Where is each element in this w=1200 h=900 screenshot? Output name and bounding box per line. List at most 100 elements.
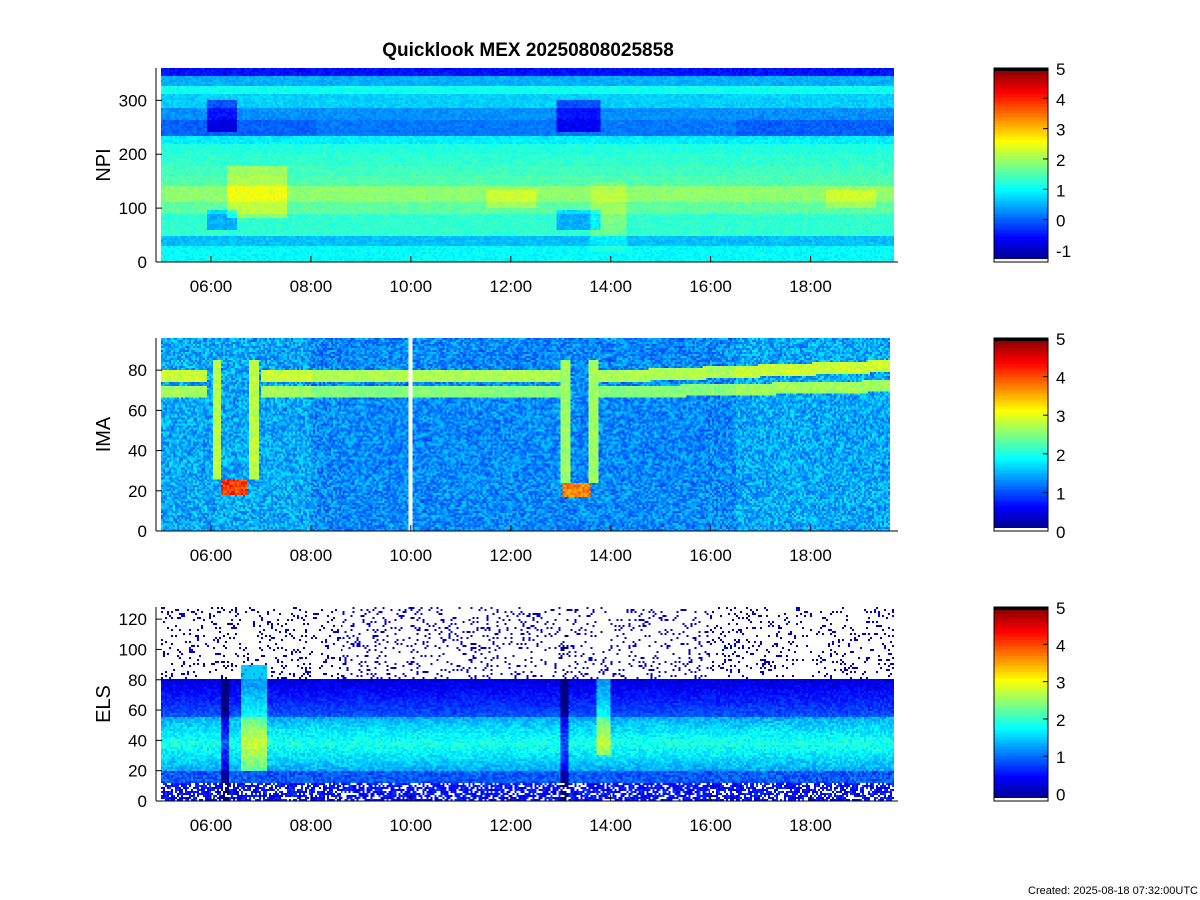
colorbar-tick-label: 4 bbox=[1056, 636, 1065, 655]
colorbar-segment bbox=[994, 508, 1048, 513]
colorbar-ima: 0 1 2 3 4 5 bbox=[993, 330, 1065, 542]
y-tick-label: 60 bbox=[128, 401, 147, 420]
colorbar-segment bbox=[994, 684, 1048, 689]
colorbar-segment bbox=[994, 720, 1048, 724]
colorbar-segment bbox=[994, 415, 1048, 419]
colorbar-segment bbox=[994, 207, 1048, 211]
colorbar-segment bbox=[994, 778, 1048, 783]
x-tick-label: 14:00 bbox=[589, 546, 632, 565]
colorbar-segment bbox=[994, 106, 1048, 111]
x-tick-label: 12:00 bbox=[489, 277, 532, 296]
colorbar-frame bbox=[993, 337, 1049, 532]
colorbar-segment bbox=[994, 216, 1048, 221]
colorbar-tick-label: 1 bbox=[1056, 181, 1065, 200]
y-tick-label: 60 bbox=[128, 701, 147, 720]
colorbar-segment bbox=[994, 691, 1048, 695]
colorbar-segment bbox=[994, 739, 1048, 744]
y-axis-label: NPI bbox=[93, 148, 115, 181]
colorbar-segment bbox=[994, 129, 1048, 134]
colorbar-frame bbox=[993, 606, 1049, 802]
colorbar-segment bbox=[994, 687, 1048, 692]
colorbar-segment bbox=[994, 505, 1048, 509]
colorbar-segment bbox=[994, 729, 1048, 734]
colorbar-segment bbox=[994, 405, 1048, 410]
x-tick-label: 18:00 bbox=[789, 277, 832, 296]
colorbar-segment bbox=[994, 746, 1048, 750]
colorbar-segment bbox=[994, 502, 1048, 506]
y-tick-label: 40 bbox=[128, 442, 147, 461]
colorbar-tick-label: 0 bbox=[1056, 523, 1065, 542]
spectrogram-npi bbox=[160, 68, 894, 262]
colorbar-segment bbox=[994, 444, 1048, 448]
colorbar-segment bbox=[994, 200, 1048, 205]
colorbar-segment bbox=[994, 74, 1048, 79]
colorbar-segment bbox=[994, 762, 1048, 766]
colorbar-segment bbox=[994, 142, 1048, 147]
colorbar-segment bbox=[994, 155, 1048, 160]
colorbar-tick-label: 2 bbox=[1056, 151, 1065, 170]
colorbar-segment bbox=[994, 674, 1048, 679]
colorbar-segment bbox=[994, 626, 1048, 631]
colorbar-segment bbox=[994, 768, 1048, 773]
colorbar-segment bbox=[994, 194, 1048, 198]
y-tick-label: 200 bbox=[119, 145, 147, 164]
colorbar-segment bbox=[994, 489, 1048, 493]
colorbar-segment bbox=[994, 389, 1048, 394]
colorbar-segment bbox=[994, 642, 1048, 647]
colorbar-bottom-cap bbox=[994, 528, 1048, 531]
colorbar-tick-label: 1 bbox=[1056, 484, 1065, 503]
colorbar-tick-label: -1 bbox=[1056, 242, 1071, 261]
x-tick-label: 12:00 bbox=[489, 816, 532, 835]
colorbar-segment bbox=[994, 408, 1048, 413]
colorbar-segment bbox=[994, 678, 1048, 682]
colorbar-segment bbox=[994, 639, 1048, 644]
x-tick-label: 06:00 bbox=[190, 816, 233, 835]
colorbar-segment bbox=[994, 466, 1048, 471]
colorbar-segment bbox=[994, 460, 1048, 464]
y-tick-label: 40 bbox=[128, 731, 147, 750]
colorbar-segment bbox=[994, 236, 1048, 240]
colorbar-segment bbox=[994, 681, 1048, 686]
colorbar-segment bbox=[994, 152, 1048, 156]
x-tick-label: 14:00 bbox=[589, 277, 632, 296]
colorbar-segment bbox=[994, 203, 1048, 208]
x-tick-label: 14:00 bbox=[589, 816, 632, 835]
y-tick-label: 80 bbox=[128, 671, 147, 690]
x-tick-label: 16:00 bbox=[689, 277, 732, 296]
colorbar-segment bbox=[994, 113, 1048, 117]
colorbar-segment bbox=[994, 145, 1048, 150]
y-tick-label: 0 bbox=[138, 522, 147, 541]
colorbar-segment bbox=[994, 242, 1048, 247]
colorbar-segment bbox=[994, 771, 1048, 776]
colorbar-npi: -1 0 1 2 3 4 5 bbox=[993, 60, 1071, 263]
colorbar-segment bbox=[994, 700, 1048, 705]
y-tick-label: 20 bbox=[128, 482, 147, 501]
colorbar-segment bbox=[994, 226, 1048, 231]
colorbar-segment bbox=[994, 492, 1048, 497]
colorbar-segment bbox=[994, 668, 1048, 673]
colorbar-segment bbox=[994, 84, 1048, 88]
colorbar-segment bbox=[994, 457, 1048, 461]
colorbar-segment bbox=[994, 97, 1048, 101]
colorbar-segment bbox=[994, 453, 1048, 458]
x-tick-label: 10:00 bbox=[390, 277, 433, 296]
colorbar-segment bbox=[994, 469, 1048, 474]
colorbar-segment bbox=[994, 402, 1048, 407]
colorbar-segment bbox=[994, 93, 1048, 98]
colorbar-bottom-cap bbox=[994, 259, 1048, 262]
colorbar-segment bbox=[994, 629, 1048, 634]
colorbar-segment bbox=[994, 632, 1048, 637]
colorbar-segment bbox=[994, 479, 1048, 484]
colorbar-segment bbox=[994, 437, 1048, 442]
colorbar-segment bbox=[994, 775, 1048, 779]
y-tick-label: 100 bbox=[119, 199, 147, 218]
colorbar-segment bbox=[994, 652, 1048, 656]
panel-npi: 0 100 200 300 06:00 08:00 10:00 12:00 14:00 16:00… bbox=[93, 60, 1071, 296]
y-tick-label: 20 bbox=[128, 762, 147, 781]
colorbar-segment bbox=[994, 619, 1048, 624]
colorbar-segment bbox=[994, 613, 1048, 618]
colorbar-segment bbox=[994, 255, 1048, 260]
colorbar-segment bbox=[994, 752, 1048, 757]
colorbar-segment bbox=[994, 707, 1048, 711]
